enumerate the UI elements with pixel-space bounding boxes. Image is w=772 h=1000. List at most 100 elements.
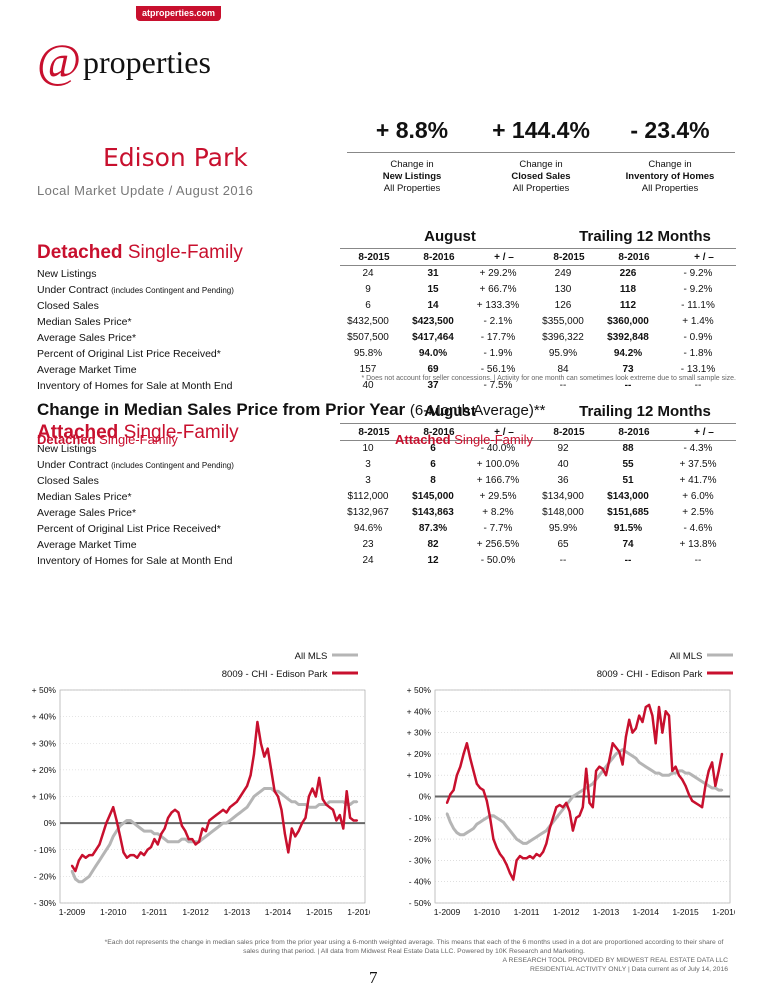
data-point (156, 832, 160, 835)
kpi-inventory: - 23.4% Change in Inventory of Homes All… (605, 117, 735, 195)
table-cell: 37 (427, 380, 439, 391)
data-point (98, 859, 101, 862)
data-point (331, 800, 335, 804)
data-point (252, 795, 256, 798)
data-point (335, 800, 338, 804)
data-point (139, 827, 142, 830)
table-cell: 24 (362, 555, 374, 566)
data-point (575, 816, 578, 819)
table-row: Average Market Time 23 82 + 256.5% 65 74 + 13.… (37, 537, 737, 553)
page-number: 7 (369, 968, 378, 987)
data-point (215, 814, 218, 817)
table-cell: 8 (430, 475, 436, 486)
data-point (687, 793, 690, 796)
chart-section-title: Change in Median Sales Price from Prior … (37, 400, 546, 420)
data-point (538, 855, 541, 858)
legend-item-mls: All MLS (520, 648, 735, 666)
site-tag[interactable]: atproperties.com (136, 6, 222, 21)
data-point (459, 765, 462, 768)
legend-detached: All MLS 8009 - CHI - Edison Park (170, 648, 360, 684)
data-point (452, 789, 455, 792)
table-cell: $134,900 (542, 491, 584, 502)
data-point (211, 829, 214, 833)
data-point (478, 820, 482, 824)
kpi-line1: Change in (390, 159, 434, 170)
data-point (88, 853, 91, 857)
data-point (355, 819, 359, 822)
data-point (691, 799, 694, 802)
data-point (177, 811, 180, 814)
data-point (710, 761, 714, 764)
table-row: Under Contract (includes Contingent and … (37, 282, 737, 298)
data-point (664, 710, 667, 713)
data-point (492, 814, 495, 817)
kpi-metric: Inventory of Homes (625, 171, 715, 182)
legend-item-local: 8009 - CHI - Edison Park (520, 666, 735, 684)
data-point (522, 842, 525, 845)
table-cell: 226 (619, 268, 637, 279)
kpi-new-listings: + 8.8% Change in New Listings All Proper… (347, 117, 477, 195)
table-cell: 95.9% (548, 348, 578, 359)
y-tick-label: + 50% (32, 685, 57, 695)
table-cell: 82 (427, 539, 439, 550)
data-point (465, 742, 468, 745)
section-title-rest: Single-Family (123, 422, 239, 443)
x-tick-label: 1-2010 (100, 907, 127, 917)
legend-item-local: 8009 - CHI - Edison Park (170, 666, 360, 684)
row-label-text: Percent of Original List Price Received* (37, 348, 221, 360)
data-point (98, 843, 101, 846)
data-point (297, 803, 300, 806)
data-point (661, 774, 664, 777)
table-cell: $355,000 (542, 316, 584, 327)
data-point (532, 857, 535, 860)
data-point (637, 761, 641, 764)
row-label: Inventory of Homes for Sale at Month End (37, 555, 233, 567)
column-header: + / – (494, 427, 514, 438)
table-cell: 157 (359, 364, 377, 375)
data-point (139, 851, 142, 854)
data-point (452, 827, 455, 830)
table-cell: 55 (622, 459, 634, 470)
column-header: + / – (494, 252, 514, 263)
data-point (184, 830, 187, 833)
data-point (328, 806, 331, 809)
data-point (508, 829, 512, 832)
data-point (710, 786, 714, 790)
table-row: Average Market Time 157 69 - 56.1% 84 73 - 13.… (37, 362, 737, 378)
data-point (269, 787, 273, 790)
data-point (170, 840, 173, 843)
column-header: 8-2016 (618, 427, 650, 438)
data-point (335, 819, 338, 822)
attached-table-header: 8-2015 8-2016 + / – 8-2015 8-2016 + / – (340, 423, 736, 441)
data-point (91, 869, 94, 873)
table-cell: - 7.7% (483, 523, 513, 534)
page-subtitle: Local Market Update / August 2016 (37, 183, 254, 198)
section-title-bold: Attached (37, 422, 119, 443)
data-point (70, 869, 74, 873)
data-point (136, 856, 139, 859)
table-cell: 94.6% (353, 523, 383, 534)
legend-label: 8009 - CHI - Edison Park (221, 669, 328, 680)
page-title: Edison Park (103, 143, 248, 172)
y-tick-label: + 20% (32, 765, 57, 775)
column-header: + / – (694, 427, 714, 438)
row-label-text: Under Contract (37, 284, 109, 296)
legend-swatch-local (707, 671, 733, 675)
data-point (263, 755, 266, 758)
table-cell: 94.0% (418, 348, 448, 359)
y-tick-label: 0% (44, 818, 57, 828)
data-point (465, 831, 469, 834)
data-point (112, 835, 115, 838)
column-header: 8-2015 (358, 252, 390, 263)
data-point (591, 782, 594, 785)
kpi-closed-sales: + 144.4% Change in Closed Sales All Prop… (476, 117, 606, 195)
table-cell: 51 (622, 475, 634, 486)
x-tick-label: 1-2016 (712, 907, 735, 917)
chart-title-rest: Single-Family (99, 432, 178, 447)
legend-swatch-mls (707, 653, 733, 657)
data-point (225, 821, 228, 825)
table-row: Closed Sales 6 14 + 133.3% 126 112 - 11.1% (37, 298, 737, 314)
y-tick-label: 0% (419, 792, 432, 802)
data-point (528, 840, 532, 843)
data-point (614, 752, 618, 756)
